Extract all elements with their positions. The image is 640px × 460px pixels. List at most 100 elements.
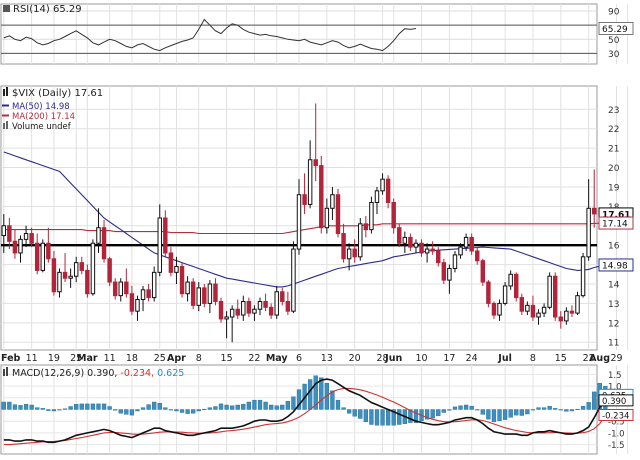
candle (179, 262, 185, 298)
x-axis-label: 10 (415, 353, 427, 364)
macd-histogram-bar (475, 409, 480, 411)
candle-body (163, 217, 168, 254)
macd-histogram-bar (274, 405, 279, 410)
macd-histogram-bar (241, 404, 246, 410)
macd-histogram-bar (174, 409, 179, 412)
candle-body (525, 304, 530, 312)
candle-body (129, 293, 135, 312)
bars-icon (3, 123, 5, 129)
macd-histogram-bar (235, 404, 240, 410)
candle-body (558, 316, 564, 322)
macd-histogram-bar (385, 409, 391, 426)
macd-title-part: -0.234, (117, 368, 154, 379)
candle-icon (6, 87, 8, 96)
candle-body (196, 287, 201, 306)
candle (202, 284, 207, 308)
rsi-y-tick-label: 30 (608, 50, 620, 60)
legend-label: $VIX (Daily) 17.61 (12, 88, 103, 99)
candle-body (190, 281, 196, 306)
candle (23, 225, 29, 248)
candle-body (363, 223, 369, 231)
macd-histogram-bar (218, 403, 224, 410)
candle (252, 305, 257, 321)
candle-body (514, 273, 519, 299)
price-y-tick-label: 20 (608, 164, 620, 174)
candle-body (319, 165, 324, 229)
candle-body (580, 256, 586, 297)
candle-body (101, 227, 107, 260)
legend-entry: MA(50) 14.98 (2, 102, 70, 112)
candle (146, 284, 151, 302)
rsi-title: RSI(14) 65.29 (13, 4, 82, 15)
candle (530, 295, 536, 321)
macd-histogram-bar (207, 407, 213, 410)
price-y-tick-label: 12 (608, 319, 619, 329)
macd-histogram-bar (319, 377, 324, 410)
macd-y-tick-label: -1.5 (608, 441, 625, 451)
candle-body (296, 194, 302, 250)
price-value-label: 14.98 (602, 261, 628, 271)
candle (302, 173, 307, 215)
candle (374, 186, 380, 215)
macd-histogram-bar (530, 409, 536, 411)
candle (391, 198, 396, 234)
macd-value-box (598, 408, 634, 421)
candle (497, 299, 502, 321)
candle-body (536, 312, 541, 318)
x-axis-label: 17 (443, 353, 455, 364)
candle (140, 285, 146, 312)
candle (352, 239, 357, 263)
candle-body (541, 306, 547, 314)
macd-histogram-bar (519, 409, 524, 416)
candle-body (179, 266, 185, 295)
price-value-label: 17.14 (602, 220, 628, 230)
candle-body (68, 275, 73, 279)
candle-body (463, 236, 469, 248)
macd-histogram-bar (458, 405, 463, 410)
candle-body (475, 250, 480, 262)
candle-body (202, 287, 207, 304)
candle (591, 169, 597, 228)
candle (575, 291, 580, 316)
candle (358, 218, 363, 261)
x-axis-label: 6 (296, 353, 302, 364)
macd-histogram-bar (369, 409, 374, 425)
legend-entry: Volume undef (3, 121, 72, 132)
macd-title-part: 0.625 (154, 368, 184, 379)
candle-body (90, 242, 96, 295)
candle (18, 235, 23, 263)
candle (29, 227, 34, 248)
price-y-tick-label: 14 (608, 281, 620, 291)
price-y-tick-label: 21 (608, 145, 619, 155)
candle-body (118, 281, 123, 297)
candle (268, 303, 274, 319)
price-y-tick-label: 16 (608, 242, 620, 252)
candle-body (302, 194, 307, 205)
candle (436, 247, 441, 267)
candle (424, 243, 430, 263)
candle (241, 295, 246, 321)
candle (218, 297, 224, 323)
macd-histogram-bar (135, 409, 140, 412)
candle (280, 287, 285, 306)
macd-histogram-bar (430, 409, 435, 419)
candle-body (486, 281, 491, 304)
x-axis-label: 19 (48, 353, 60, 364)
candle (419, 239, 424, 257)
candle-body (436, 250, 441, 264)
macd-histogram-bar (285, 401, 291, 410)
macd-histogram-bar (246, 401, 252, 410)
price-y-tick-label: 11 (608, 339, 619, 349)
rsi-line (3, 18, 417, 52)
macd-histogram-bar (547, 405, 552, 410)
macd-histogram-bar (224, 404, 229, 410)
candle-body (85, 269, 90, 295)
macd-y-tick-label: -0.5 (608, 418, 625, 428)
macd-histogram-bar (569, 409, 575, 412)
x-axis-label: 11 (26, 353, 38, 364)
macd-histogram-bar (463, 404, 469, 410)
candle (491, 301, 497, 319)
candle-body (7, 225, 12, 242)
